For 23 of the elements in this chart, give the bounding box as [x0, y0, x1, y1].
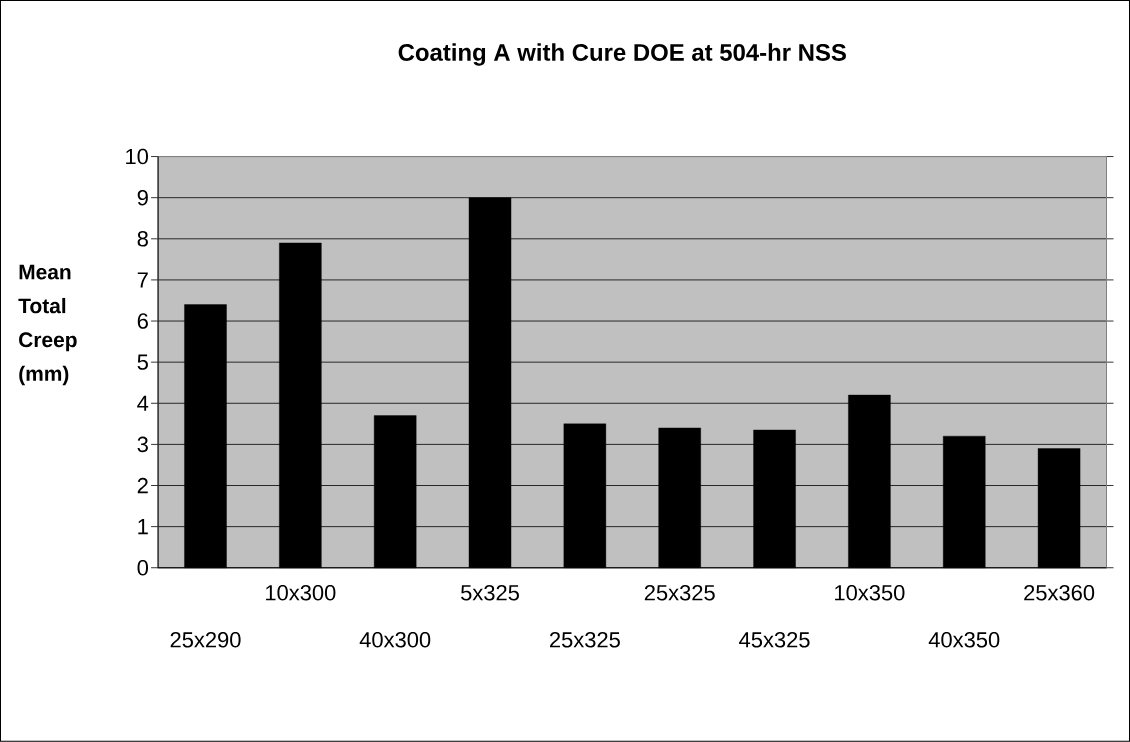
x-tick-label: 5x325 — [461, 585, 519, 601]
y-tick-label: 7 — [137, 272, 148, 288]
x-tick-label: 25x325 — [644, 585, 715, 601]
y-tick-label: 6 — [137, 313, 148, 329]
chart-title: Coating A with Cure DOE at 504-hr NSS — [398, 43, 846, 66]
x-tick-label: 45x325 — [739, 632, 810, 648]
x-tick-label: 25x360 — [1024, 585, 1095, 601]
y-tick-label: 1 — [138, 519, 148, 535]
y-tick-label: 10 — [126, 148, 148, 165]
x-tick-label: 25x325 — [550, 632, 620, 648]
y-tick-label: 9 — [137, 189, 148, 206]
x-tick-label: 10x350 — [835, 585, 905, 601]
x-tick-label: 40x300 — [359, 632, 431, 648]
y-tick-label: 2 — [137, 477, 148, 494]
x-tick-label: 10x300 — [266, 585, 336, 601]
x-tick-label: 40x350 — [928, 632, 1000, 648]
y-tick-label: 8 — [137, 231, 148, 247]
y-tick-label: 4 — [137, 395, 149, 411]
x-tick-label: 25x290 — [170, 632, 241, 648]
y-tick-label: 0 — [137, 560, 149, 576]
y-axis-title: Mean Total Creep (mm) — [18, 264, 77, 386]
y-tick-label: 5 — [137, 354, 148, 370]
y-tick-label: 3 — [137, 436, 148, 453]
